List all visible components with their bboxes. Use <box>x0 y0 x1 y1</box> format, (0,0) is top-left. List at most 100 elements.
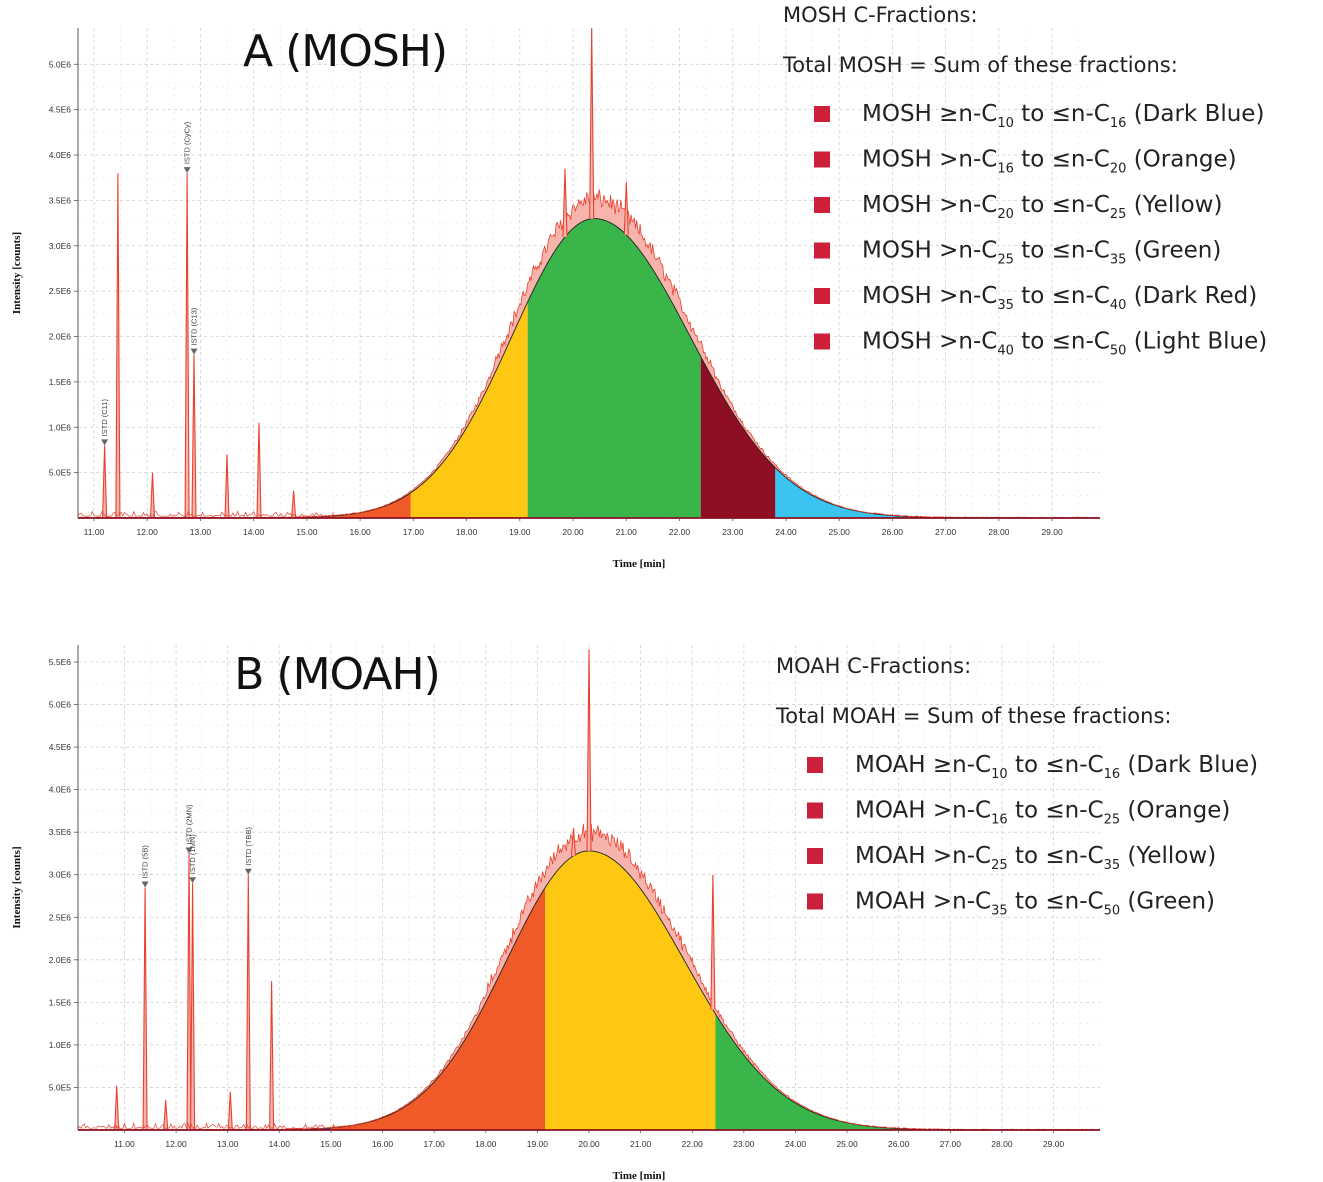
legend-subscript: 20 <box>997 207 1014 222</box>
legend: MOAH C-Fractions: Total MOAH = Sum of the… <box>775 654 1258 919</box>
x-tick-label: 19.00 <box>509 527 531 537</box>
legend-subscript: 10 <box>997 116 1014 131</box>
chromatogram-peak <box>589 27 595 219</box>
x-tick-label: 25.00 <box>836 1139 858 1149</box>
x-tick-label: 16.00 <box>349 527 371 537</box>
legend-marker <box>807 802 823 819</box>
fraction-area-orange <box>317 492 411 518</box>
y-axis-label: Intensity [counts] <box>11 846 23 928</box>
legend-text: to ≤n-C <box>1014 238 1110 264</box>
y-tick-label: 3.5E6 <box>49 827 71 837</box>
x-tick-label: 14.00 <box>269 1139 291 1149</box>
chromatogram-peak <box>623 182 629 235</box>
chromatogram-peak <box>184 173 190 519</box>
y-tick-label: 2.5E6 <box>49 912 71 922</box>
istd-label: ISTD (C11) <box>100 399 109 437</box>
legend-item: MOSH ≥n-C10 to ≤n-C16 (Dark Blue) <box>862 101 1264 131</box>
x-tick-label: 24.00 <box>785 1139 807 1149</box>
y-tick-label: 2.0E6 <box>49 332 71 342</box>
chart-b: ISTD (5B) ISTD (2MN)ISTD (1MN) ISTD (TBB) 1… <box>11 645 1258 1182</box>
x-tick-label: 17.00 <box>403 527 425 537</box>
legend-marker <box>807 848 823 864</box>
istd-label: ISTD (1MN) <box>188 834 197 875</box>
legend-marker <box>814 333 830 350</box>
legend-text: (Yellow) <box>1126 192 1222 218</box>
legend-marker <box>814 106 830 122</box>
istd-label: ISTD (2MN) <box>184 804 193 845</box>
legend-item: MOSH >n-C35 to ≤n-C40 (Dark Red) <box>862 283 1257 313</box>
legend-marker <box>814 151 830 168</box>
y-tick-label: 2.5E6 <box>49 286 71 296</box>
y-tick-label: 1.5E6 <box>49 377 71 387</box>
legend-item: MOSH >n-C40 to ≤n-C50 (Light Blue) <box>862 329 1267 359</box>
x-tick-label: 20.00 <box>578 1139 600 1149</box>
legend-subscript: 35 <box>1104 858 1121 873</box>
x-tick-label: 11.00 <box>114 1139 135 1149</box>
legend-text: MOSH >n-C <box>862 192 997 218</box>
legend-heading: MOAH C-Fractions: <box>776 654 971 678</box>
x-tick-label: 23.00 <box>722 527 744 537</box>
fraction-area-green <box>715 1013 1100 1130</box>
chart-a: ISTD (C11) ISTD (CyCy) ISTD (C13) 11.00 12.0… <box>11 3 1267 570</box>
legend-marker <box>807 757 823 773</box>
x-tick-label: 21.00 <box>616 527 638 537</box>
istd-marker-icon <box>185 847 193 854</box>
legend-text: to ≤n-C <box>1014 283 1110 309</box>
legend-text: (Dark Blue) <box>1120 752 1258 778</box>
legend-item: MOAH >n-C25 to ≤n-C35 (Yellow) <box>855 843 1216 873</box>
y-tick-label: 5.0E6 <box>49 700 71 710</box>
legend-text: to ≤n-C <box>1014 147 1110 173</box>
legend-text: to ≤n-C <box>1008 843 1104 869</box>
chromatogram-peak <box>224 454 230 519</box>
y-tick-label: 4.5E6 <box>49 742 71 752</box>
x-axis-label: Time [min] <box>613 558 666 570</box>
legend-subscript: 25 <box>1104 813 1121 828</box>
legend-text: (Dark Red) <box>1126 283 1257 309</box>
legend-text: to ≤n-C <box>1014 192 1110 218</box>
legend-subscript: 25 <box>997 253 1014 268</box>
legend-text: (Light Blue) <box>1126 329 1267 355</box>
y-tick-label: 2.0E6 <box>49 955 71 965</box>
istd-marker-icon <box>189 877 197 884</box>
x-tick-label: 12.00 <box>165 1139 187 1149</box>
fraction-area-yellow <box>410 301 528 518</box>
x-tick-label: 21.00 <box>630 1139 652 1149</box>
fraction-area-orange <box>330 887 546 1130</box>
y-tick-label: 1.5E6 <box>49 997 71 1007</box>
legend-text: to ≤n-C <box>1014 329 1110 355</box>
legend-subscript: 50 <box>1110 344 1127 359</box>
x-tick-label: 23.00 <box>733 1139 755 1149</box>
legend-subscript: 25 <box>991 858 1008 873</box>
chromatogram-peak <box>269 981 275 1130</box>
chromatogram-peak <box>186 853 192 1131</box>
legend-marker <box>814 288 830 304</box>
legend-subscript: 50 <box>1104 904 1121 919</box>
istd-label: ISTD (5B) <box>141 845 150 879</box>
legend-subscript: 35 <box>991 904 1008 919</box>
istd-label: ISTD (C13) <box>190 307 199 345</box>
legend-subscript: 40 <box>997 344 1014 359</box>
y-tick-label: 1.0E6 <box>49 422 71 432</box>
y-axis-label: Intensity [counts] <box>11 232 23 314</box>
fraction-area-yellow <box>545 850 716 1130</box>
chromatogram-peak <box>245 874 251 1130</box>
istd-marker-icon <box>244 868 252 875</box>
legend-text: to ≤n-C <box>1008 889 1104 915</box>
x-axis-label: Time [min] <box>613 1170 666 1182</box>
legend-subscript: 35 <box>997 298 1014 313</box>
legend-item: MOAH ≥n-C10 to ≤n-C16 (Dark Blue) <box>855 752 1258 782</box>
legend-text: MOAH >n-C <box>855 889 991 915</box>
legend-subheading: Total MOSH = Sum of these fractions: <box>782 53 1178 77</box>
legend-text: MOSH >n-C <box>862 238 997 264</box>
legend-text: MOSH >n-C <box>862 283 997 309</box>
legend-subscript: 20 <box>1110 162 1127 177</box>
chromatogram-peak <box>291 490 297 518</box>
y-tick-label: 3.0E6 <box>49 870 71 880</box>
chromatogram-peak <box>256 422 262 518</box>
panel-title: A (MOSH) <box>243 26 447 77</box>
legend-item: MOSH >n-C25 to ≤n-C35 (Green) <box>862 238 1221 268</box>
x-tick-label: 16.00 <box>372 1139 394 1149</box>
x-tick-label: 11.00 <box>84 527 105 537</box>
legend-text: MOAH >n-C <box>855 843 991 869</box>
legend-text: MOSH >n-C <box>862 329 997 355</box>
